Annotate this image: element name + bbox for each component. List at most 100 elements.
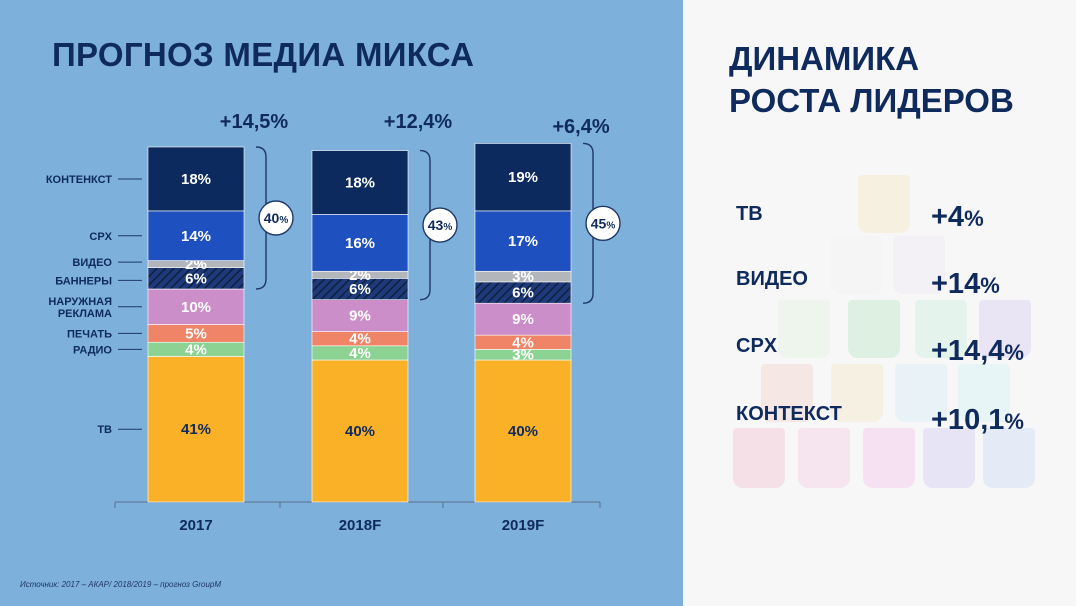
leader-value-unit: % [1004,409,1024,434]
bar-data-label: 9% [349,308,371,325]
digital-share-circle [258,200,294,236]
digital-share-label: 43% [428,217,453,233]
leader-value-video: +14% [931,268,1000,301]
cup-decoration [979,300,1031,358]
bar-data-label: 19% [508,169,538,186]
cup-decoration [858,175,910,233]
bar-segment-tv [474,359,572,503]
digital-share-circle [422,207,458,243]
legend-label: РЕКЛАМА [58,308,112,320]
cup-decoration [915,300,967,358]
bar-data-label: 4% [185,341,207,358]
bar-data-label: 6% [185,270,207,287]
leader-value-number: +4 [931,201,965,233]
cup-decoration [831,364,883,422]
growth-label: +14,5% [220,111,289,133]
bar-data-label: 41% [181,421,211,438]
bar-data-label: 6% [349,281,371,298]
legend-label: ТВ [97,424,112,436]
bar-data-label: 3% [512,347,534,364]
legend-label: НАРУЖНАЯ [48,296,112,308]
cup-decoration [863,428,915,488]
leader-value-tv: +4% [931,201,984,234]
cup-decoration [778,300,830,358]
cup-decoration [848,300,900,358]
digital-share-value: 45 [591,215,607,231]
legend-label: КОНТЕНКСТ [46,174,112,186]
digital-share-unit: % [606,220,615,231]
media-mix-title: ПРОГНОЗ МЕДИА МИКСА [52,36,475,73]
leader-label-tv: ТВ [736,203,763,225]
leader-value-unit: % [1004,340,1024,365]
legend-label: ПЕЧАТЬ [67,328,112,340]
x-tick-label: 2017 [179,517,212,534]
media-mix-chart: 41%4%5%10%6%2%14%18%201740%4%4%9%6%2%16%… [46,111,621,534]
cup-decoration [831,236,883,294]
leaders-title-line: РОСТА ЛИДЕРОВ [729,82,1014,119]
bar-data-label: 5% [185,325,207,342]
media-mix-panel: ПРОГНОЗ МЕДИА МИКСА 41% 4% 5% 10% 6% 2% 14% 18%… [0,0,683,606]
digital-share-value: 43 [428,217,444,233]
leader-label-cpx: CPX [736,335,778,357]
bar-segment-context [147,146,245,212]
leader-value-number: +14,4 [931,335,1005,367]
leaders-growth-panel: ДИНАМИКА РОСТА ЛИДЕРОВ ТВ +4% ВИДЕО +14%… [683,0,1076,606]
cup-decoration [893,236,945,294]
cup-decoration [895,364,947,422]
cup-decoration [923,428,975,488]
leader-label-context: КОНТЕКСТ [736,403,842,425]
bar-data-label: 4% [349,331,371,348]
x-tick-label: 2019F [502,517,545,534]
digital-share-circle [585,205,621,242]
bar-data-label: 16% [345,235,375,252]
digital-share-label: 40% [264,210,289,226]
x-tick-label: 2018F [339,517,382,534]
bar-segment-outdoor [311,299,409,332]
leader-value-unit: % [980,273,1000,298]
digital-share-value: 40 [264,210,280,226]
leaders-title-line: ДИНАМИКА [729,40,920,77]
leader-label-video: ВИДЕО [736,268,808,290]
bar-data-label: 9% [512,311,534,328]
leader-value-context: +10,1% [931,404,1024,437]
bar-segment-outdoor [147,288,245,325]
bar-data-label: 4% [349,345,371,362]
bar-data-label: 40% [508,423,538,440]
bar-segment-cpx [311,214,409,272]
bar-data-label: 40% [345,423,375,440]
bar-segment-tv [147,356,245,503]
growth-label: +12,4% [384,111,453,133]
legend-label: БАННЕРЫ [55,275,112,287]
bar-segment-context [474,143,572,212]
leader-value-number: +14 [931,268,981,300]
leader-value-cpx: +14,4% [931,335,1024,368]
cup-decoration [761,364,813,422]
digital-share-label: 45% [591,215,616,231]
leader-value-unit: % [964,206,984,231]
bar-data-label: 14% [181,228,211,245]
bar-segment-cpx [474,210,572,272]
bar-data-label: 6% [512,285,534,302]
legend-label: CPX [89,231,112,243]
digital-share-unit: % [279,215,288,226]
bar-segment-cpx [147,210,245,261]
bar-data-label: 18% [181,171,211,188]
cup-decoration [983,428,1035,488]
leaders-title: ДИНАМИКА РОСТА ЛИДЕРОВ [729,38,1014,122]
growth-label: +6,4% [552,116,609,138]
leader-value-number: +10,1 [931,404,1005,436]
bar-data-label: 10% [181,299,211,316]
bar-segment-tv [311,359,409,503]
legend-label: РАДИО [73,344,112,356]
bar-data-label: 3% [512,269,534,286]
cup-decoration [958,364,1010,422]
cup-decoration [733,428,785,488]
bar-data-label: 17% [508,233,538,250]
cup-decoration [798,428,850,488]
source-note: Источник: 2017 – АКАР/ 2018/2019 – прогн… [20,580,222,589]
bar-data-label: 18% [345,175,375,192]
bar-segment-context [311,150,409,215]
bar-data-label: 4% [512,334,534,351]
bar-segment-outdoor [474,302,572,336]
legend-label: ВИДЕО [72,257,112,269]
